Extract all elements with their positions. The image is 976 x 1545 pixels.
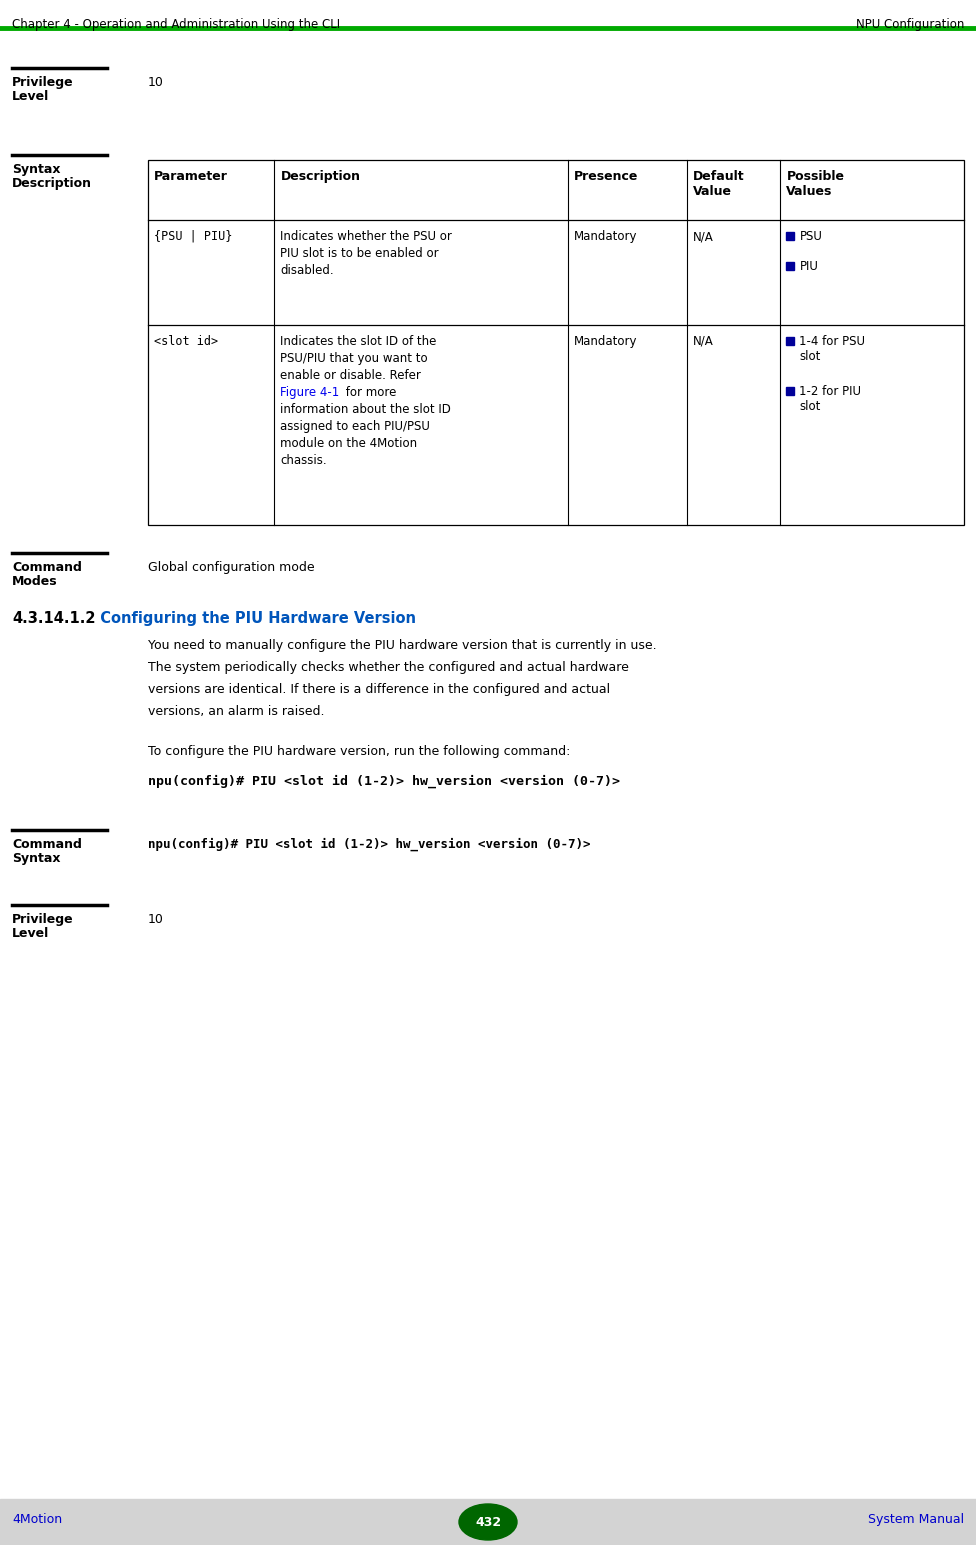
Text: Figure 4-1: Figure 4-1 bbox=[280, 386, 340, 399]
Text: disabled.: disabled. bbox=[280, 264, 334, 277]
Text: Presence: Presence bbox=[574, 170, 638, 182]
Text: versions are identical. If there is a difference in the configured and actual: versions are identical. If there is a di… bbox=[148, 683, 610, 695]
Text: Possible
Values: Possible Values bbox=[787, 170, 844, 198]
Text: You need to manually configure the PIU hardware version that is currently in use: You need to manually configure the PIU h… bbox=[148, 640, 657, 652]
Text: NPU Configuration: NPU Configuration bbox=[856, 19, 964, 31]
Text: 4.3.14.1.2: 4.3.14.1.2 bbox=[12, 610, 96, 626]
Text: enable or disable. Refer: enable or disable. Refer bbox=[280, 369, 422, 382]
Text: PSU: PSU bbox=[799, 230, 822, 243]
Text: <slot id>: <slot id> bbox=[154, 335, 218, 348]
Text: The system periodically checks whether the configured and actual hardware: The system periodically checks whether t… bbox=[148, 661, 629, 674]
Text: N/A: N/A bbox=[693, 230, 713, 243]
Text: information about the slot ID: information about the slot ID bbox=[280, 403, 451, 416]
Text: for more: for more bbox=[343, 386, 397, 399]
Text: To configure the PIU hardware version, run the following command:: To configure the PIU hardware version, r… bbox=[148, 745, 570, 759]
Text: 4Motion: 4Motion bbox=[12, 1513, 62, 1526]
Text: 432: 432 bbox=[475, 1516, 501, 1528]
Text: Chapter 4 - Operation and Administration Using the CLI: Chapter 4 - Operation and Administration… bbox=[12, 19, 340, 31]
Text: Description: Description bbox=[12, 178, 92, 190]
Text: Privilege: Privilege bbox=[12, 76, 73, 90]
Text: System Manual: System Manual bbox=[868, 1513, 964, 1526]
Text: 10: 10 bbox=[148, 76, 164, 90]
Text: Syntax: Syntax bbox=[12, 164, 61, 176]
Text: 10: 10 bbox=[148, 913, 164, 925]
Text: chassis.: chassis. bbox=[280, 454, 327, 467]
Bar bbox=[787, 232, 794, 239]
Text: 1-2 for PIU
slot: 1-2 for PIU slot bbox=[799, 385, 862, 413]
Text: Level: Level bbox=[12, 927, 49, 939]
Text: Indicates whether the PSU or: Indicates whether the PSU or bbox=[280, 230, 452, 243]
Ellipse shape bbox=[459, 1503, 517, 1540]
Text: Command: Command bbox=[12, 837, 82, 851]
Text: PSU/PIU that you want to: PSU/PIU that you want to bbox=[280, 352, 428, 365]
Text: Command: Command bbox=[12, 561, 82, 575]
Text: Level: Level bbox=[12, 90, 49, 104]
Text: assigned to each PIU/PSU: assigned to each PIU/PSU bbox=[280, 420, 430, 433]
Text: Mandatory: Mandatory bbox=[574, 335, 637, 348]
Text: Mandatory: Mandatory bbox=[574, 230, 637, 243]
Text: Configuring the PIU Hardware Version: Configuring the PIU Hardware Version bbox=[90, 610, 416, 626]
Bar bbox=[787, 263, 794, 270]
Text: versions, an alarm is raised.: versions, an alarm is raised. bbox=[148, 705, 324, 718]
Text: npu(config)# PIU <slot id (1-2)> hw_version <version (0-7)>: npu(config)# PIU <slot id (1-2)> hw_vers… bbox=[148, 776, 620, 788]
Text: Default
Value: Default Value bbox=[693, 170, 744, 198]
Text: Indicates the slot ID of the: Indicates the slot ID of the bbox=[280, 335, 437, 348]
Text: PIU slot is to be enabled or: PIU slot is to be enabled or bbox=[280, 247, 439, 260]
Text: 1-4 for PSU
slot: 1-4 for PSU slot bbox=[799, 335, 866, 363]
Text: Global configuration mode: Global configuration mode bbox=[148, 561, 314, 575]
Text: Parameter: Parameter bbox=[154, 170, 227, 182]
Text: {PSU | PIU}: {PSU | PIU} bbox=[154, 230, 232, 243]
Text: Privilege: Privilege bbox=[12, 913, 73, 925]
Text: Modes: Modes bbox=[12, 575, 58, 589]
Bar bbox=[148, 161, 964, 525]
Bar bbox=[787, 337, 794, 345]
Bar bbox=[0, 1499, 976, 1545]
Text: Syntax: Syntax bbox=[12, 851, 61, 865]
Text: PIU: PIU bbox=[799, 260, 818, 273]
Text: npu(config)# PIU <slot id (1-2)> hw_version <version (0-7)>: npu(config)# PIU <slot id (1-2)> hw_vers… bbox=[148, 837, 590, 851]
Bar bbox=[787, 386, 794, 396]
Text: Description: Description bbox=[280, 170, 360, 182]
Text: module on the 4Motion: module on the 4Motion bbox=[280, 437, 418, 450]
Text: N/A: N/A bbox=[693, 335, 713, 348]
